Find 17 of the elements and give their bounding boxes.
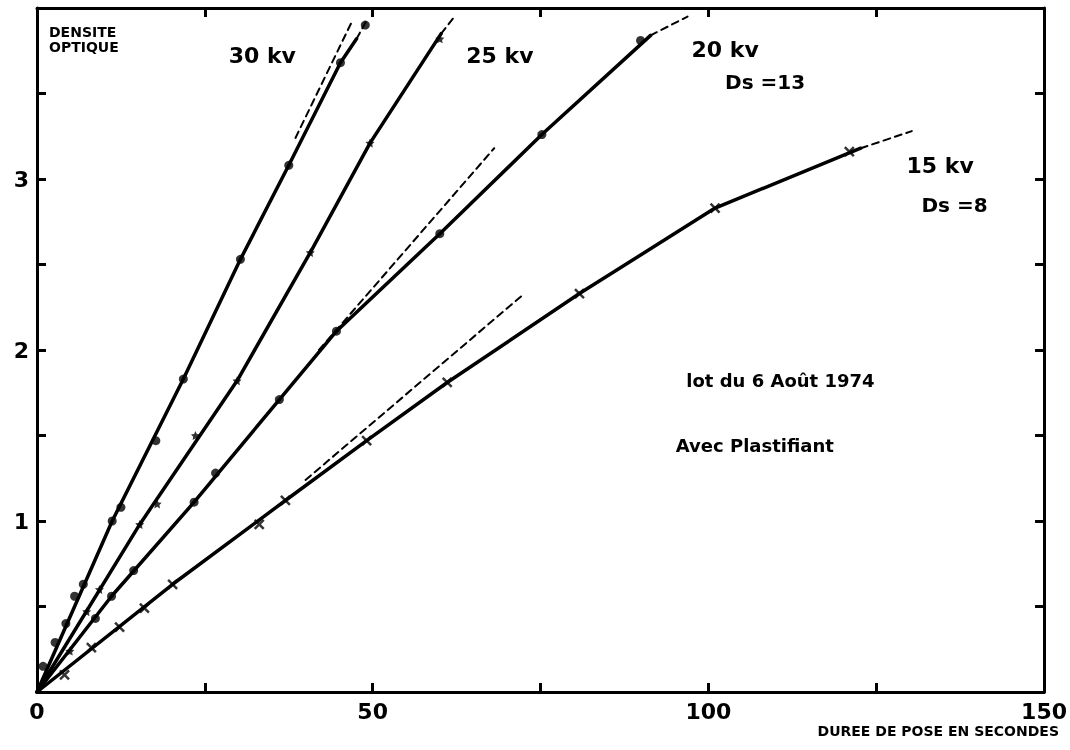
- annotation: 15 kv: [906, 152, 975, 178]
- annotation: lot du 6 Août 1974: [686, 369, 875, 391]
- y-axis-title: DENSITE OPTIQUE: [49, 23, 119, 55]
- annotation: 25 kv: [466, 42, 535, 68]
- x-tick-label: 100: [685, 698, 732, 724]
- x-tick-label: 50: [357, 698, 388, 724]
- x-tick-label: 0: [29, 698, 45, 724]
- annotation: Ds =13: [725, 69, 806, 94]
- annotation: 20 kv: [691, 37, 760, 63]
- x-tick-label: 150: [1021, 698, 1068, 724]
- annotation: Ds =8: [921, 192, 988, 217]
- y-tick-label: 3: [13, 166, 29, 192]
- y-tick-label: 1: [13, 508, 29, 534]
- x-axis-title: DUREE DE POSE EN SECONDES: [817, 723, 1060, 739]
- annotation: Avec Plastifiant: [675, 434, 835, 456]
- annotation: 30 kv: [228, 42, 297, 68]
- y-tick-label: 2: [13, 337, 29, 363]
